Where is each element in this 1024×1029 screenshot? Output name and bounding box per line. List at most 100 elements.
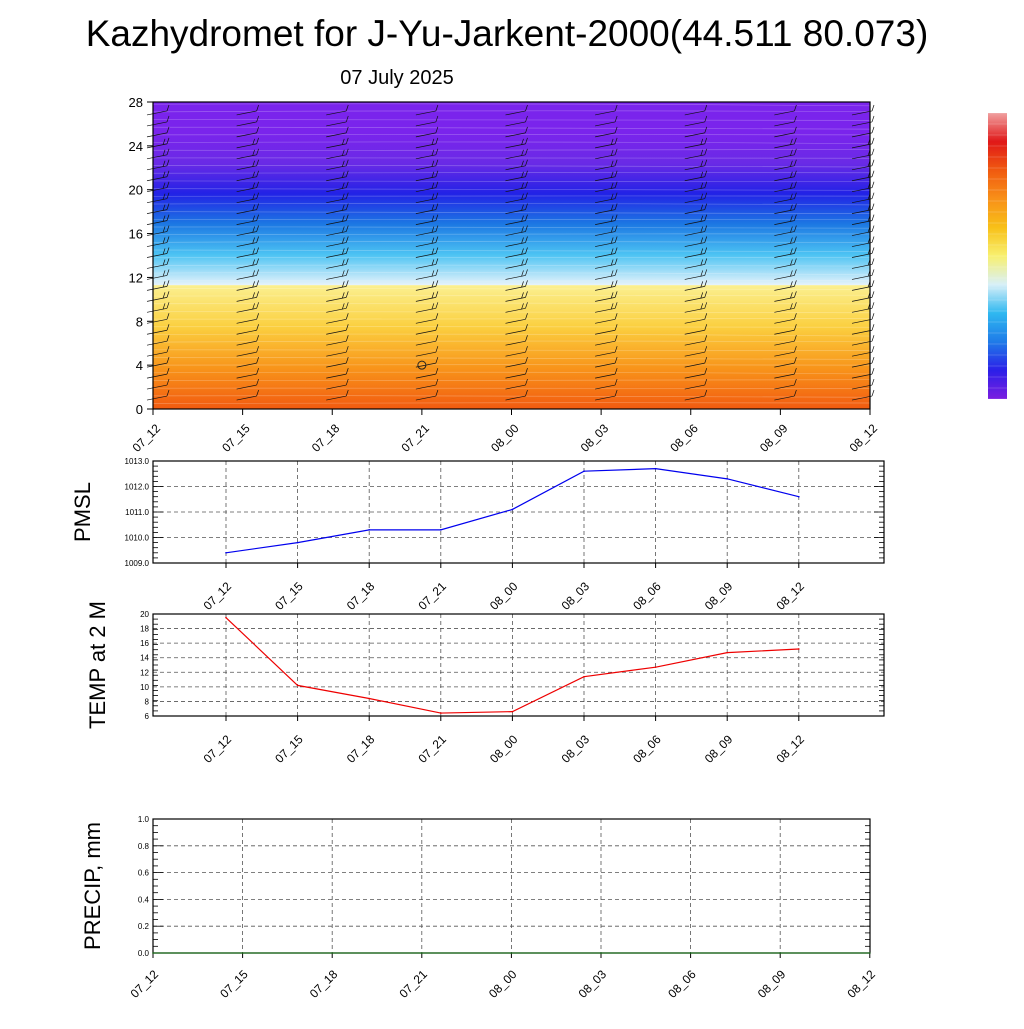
- temp-2m-data-point: [583, 676, 585, 678]
- pmsl-data-point: [440, 529, 442, 531]
- x-tick-label: 08_09: [757, 421, 791, 455]
- x-tick-label: 08_06: [630, 732, 664, 766]
- x-tick-label: 08_09: [702, 579, 736, 613]
- x-tick-label: 08_12: [773, 579, 807, 613]
- y-tick-label: 18: [140, 625, 149, 634]
- pmsl-data-point: [225, 552, 227, 554]
- y-tick-label: 24: [129, 139, 143, 154]
- temp-2m-data-point: [368, 698, 370, 700]
- pmsl-data-point: [726, 478, 728, 480]
- x-tick-label: 07_21: [396, 967, 430, 1001]
- precip-data-point: [331, 952, 333, 954]
- pmsl-panel: 1009.0 1010.0 1011.0 1012.0 1013.0 07_12 07_15…: [70, 457, 884, 613]
- x-tick-label: 07_15: [217, 967, 251, 1001]
- precip-data-point: [690, 952, 692, 954]
- chart-subtitle: 07 July 2025: [340, 67, 453, 89]
- precip-data-point: [869, 952, 871, 954]
- x-tick-label: 07_21: [415, 732, 449, 766]
- y-tick-label: 0.0: [138, 949, 150, 958]
- x-tick-label: 08_03: [559, 732, 593, 766]
- x-tick-label: 07_21: [398, 421, 432, 455]
- y-tick-label: 1.0: [138, 815, 150, 824]
- precip-ylabel: PRECIP, mm: [80, 822, 105, 950]
- y-tick-label: 8: [136, 314, 143, 329]
- y-tick-label: 20: [140, 610, 149, 619]
- y-tick-label: 1009.0: [125, 559, 150, 568]
- pmsl-data-point: [297, 542, 299, 544]
- temp-2m-data-point: [297, 685, 299, 687]
- y-tick-label: 0.2: [138, 922, 150, 931]
- precip-data-point: [152, 952, 154, 954]
- precip-data-point: [242, 952, 244, 954]
- x-tick-label: 08_00: [486, 967, 520, 1001]
- temp-2m-data-point: [512, 711, 514, 713]
- x-tick-label: 08_00: [487, 579, 521, 613]
- y-tick-label: 0.6: [138, 869, 150, 878]
- pmsl-data-point: [512, 509, 514, 511]
- temp-2m-data-point: [440, 712, 442, 714]
- precip-data-point: [511, 952, 513, 954]
- x-tick-label: 07_12: [128, 967, 162, 1001]
- chart-title: Kazhydromet for J-Yu-Jarkent-2000(44.511…: [86, 13, 929, 54]
- y-tick-label: 8: [145, 697, 150, 706]
- x-tick-label: 08_00: [488, 421, 522, 455]
- x-tick-label: 08_03: [559, 579, 593, 613]
- y-tick-label: 20: [129, 183, 143, 198]
- precip-data-point: [779, 952, 781, 954]
- temp-2m-panel: 6 8 10 12 14 16 18 20 07_12 07_15 07_18 07_21 08_00 0…: [85, 601, 884, 766]
- pmsl-data-point: [368, 529, 370, 531]
- temp-2m-data-point: [798, 648, 800, 650]
- y-tick-label: 16: [129, 227, 143, 242]
- x-tick-label: 08_12: [773, 732, 807, 766]
- pmsl-data-point: [655, 468, 657, 470]
- temp-2m-data-point: [655, 666, 657, 668]
- y-tick-label: 12: [140, 668, 149, 677]
- precip-data-point: [421, 952, 423, 954]
- x-tick-label: 08_06: [630, 579, 664, 613]
- precip-data-point: [600, 952, 602, 954]
- panel-frame: [153, 614, 884, 716]
- x-tick-label: 08_03: [578, 421, 612, 455]
- pmsl-data-point: [798, 496, 800, 498]
- y-tick-label: 16: [140, 639, 149, 648]
- y-tick-label: 28: [129, 95, 143, 110]
- y-tick-label: 6: [145, 712, 150, 721]
- x-tick-label: 08_06: [665, 967, 699, 1001]
- temp-2m-data-point: [726, 652, 728, 654]
- x-tick-label: 07_18: [344, 732, 378, 766]
- x-tick-label: 08_09: [702, 732, 736, 766]
- y-tick-label: 1011.0: [125, 508, 149, 517]
- x-tick-label: 07_18: [344, 579, 378, 613]
- pmsl-ylabel: PMSL: [70, 482, 95, 542]
- x-tick-label: 07_12: [201, 732, 235, 766]
- temp-2m-data-point: [225, 617, 227, 619]
- x-tick-label: 07_12: [201, 579, 235, 613]
- x-tick-label: 08_00: [487, 732, 521, 766]
- y-tick-label: 1012.0: [125, 483, 150, 492]
- temp-2m-ylabel: TEMP at 2 M: [85, 601, 110, 729]
- x-tick-label: 07_18: [307, 967, 341, 1001]
- x-tick-label: 07_21: [415, 579, 449, 613]
- plots-group: 0 4 8 12 16 20 24 28 07_12 07_15 07_18 07_21 08_00 08…: [70, 95, 1007, 1001]
- x-tick-label: 08_06: [667, 421, 701, 455]
- x-tick-label: 08_03: [576, 967, 610, 1001]
- x-tick-label: 07_15: [272, 732, 306, 766]
- y-tick-label: 0.4: [138, 895, 150, 904]
- x-tick-label: 07_15: [272, 579, 306, 613]
- pmsl-data-point: [583, 470, 585, 472]
- y-tick-label: 1013.0: [125, 457, 150, 466]
- y-tick-label: 4: [136, 358, 143, 373]
- y-tick-label: 0: [136, 402, 143, 417]
- x-tick-label: 08_09: [755, 967, 789, 1001]
- y-tick-label: 1010.0: [125, 534, 150, 543]
- x-tick-label: 07_18: [309, 421, 343, 455]
- y-tick-label: 12: [129, 270, 143, 285]
- y-tick-label: 14: [140, 654, 149, 663]
- y-tick-label: 0.8: [138, 842, 150, 851]
- y-tick-label: 10: [140, 683, 149, 692]
- x-tick-label: 08_12: [844, 967, 878, 1001]
- x-tick-label: 07_15: [219, 421, 253, 455]
- precip-panel: 0.0 0.2 0.4 0.6 0.8 1.0 07_12 07_15 07_18 07_21 08…: [80, 815, 878, 1001]
